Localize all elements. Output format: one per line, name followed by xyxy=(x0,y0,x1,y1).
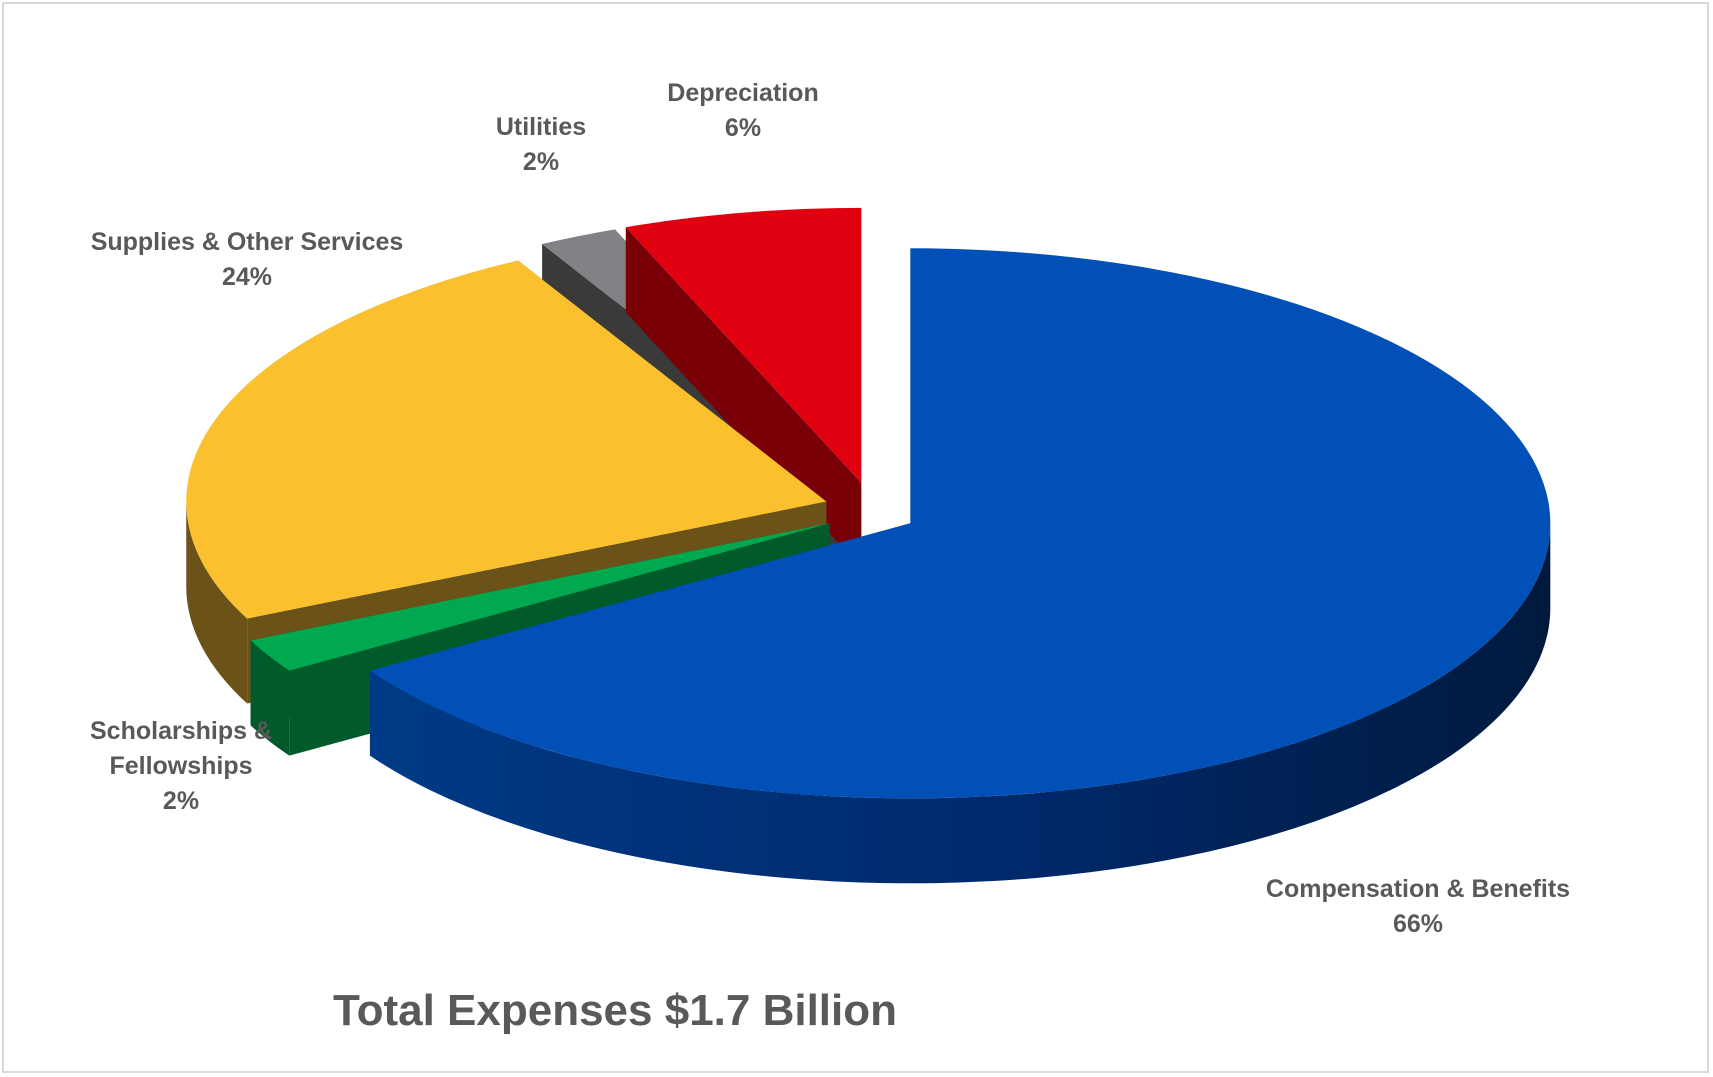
slice-compensation-benefits xyxy=(369,248,1551,884)
slice-depreciation xyxy=(625,207,862,568)
slice-supplies-other-services-rim xyxy=(186,501,248,704)
label-utilities-percent: 2% xyxy=(523,148,559,176)
slice-depreciation-top xyxy=(625,207,862,483)
label-utilities: Utilities 2% xyxy=(496,113,586,176)
label-utilities-name: Utilities xyxy=(496,113,586,141)
label-depreciation-name: Depreciation xyxy=(667,79,818,107)
label-compensation-benefits-percent: 66% xyxy=(1393,910,1443,938)
slice-scholarships-fellowships-top xyxy=(250,523,830,671)
slice-depreciation-wall-start xyxy=(625,227,862,568)
label-compensation-benefits: Compensation & Benefits 66% xyxy=(1266,875,1570,938)
label-scholarships-fellowships-name: Fellowships xyxy=(109,752,252,780)
slice-compensation-benefits-rim xyxy=(369,523,1551,884)
label-scholarships-fellowships-name: Scholarships & xyxy=(90,717,272,745)
label-compensation-benefits-name: Compensation & Benefits xyxy=(1266,875,1570,903)
label-supplies-other-services-name: Supplies & Other Services xyxy=(91,228,404,256)
label-depreciation: Depreciation 6% xyxy=(667,79,818,142)
label-supplies-other-services: Supplies & Other Services 24% xyxy=(91,228,404,291)
slice-supplies-other-services-top xyxy=(186,260,827,619)
label-scholarships-fellowships-percent: 2% xyxy=(163,787,199,815)
slice-compensation-benefits-top xyxy=(369,248,1551,799)
labels-layer: Compensation & Benefits 66% Scholarships &… xyxy=(90,79,1570,938)
label-scholarships-fellowships: Scholarships & Fellowships 2% xyxy=(90,717,272,815)
slices-layer xyxy=(186,207,1551,884)
label-supplies-other-services-percent: 24% xyxy=(222,263,272,291)
chart-title: Total Expenses $1.7 Billion xyxy=(333,986,897,1035)
label-depreciation-percent: 6% xyxy=(725,114,761,142)
slice-scholarships-fellowships-rim xyxy=(250,640,290,756)
